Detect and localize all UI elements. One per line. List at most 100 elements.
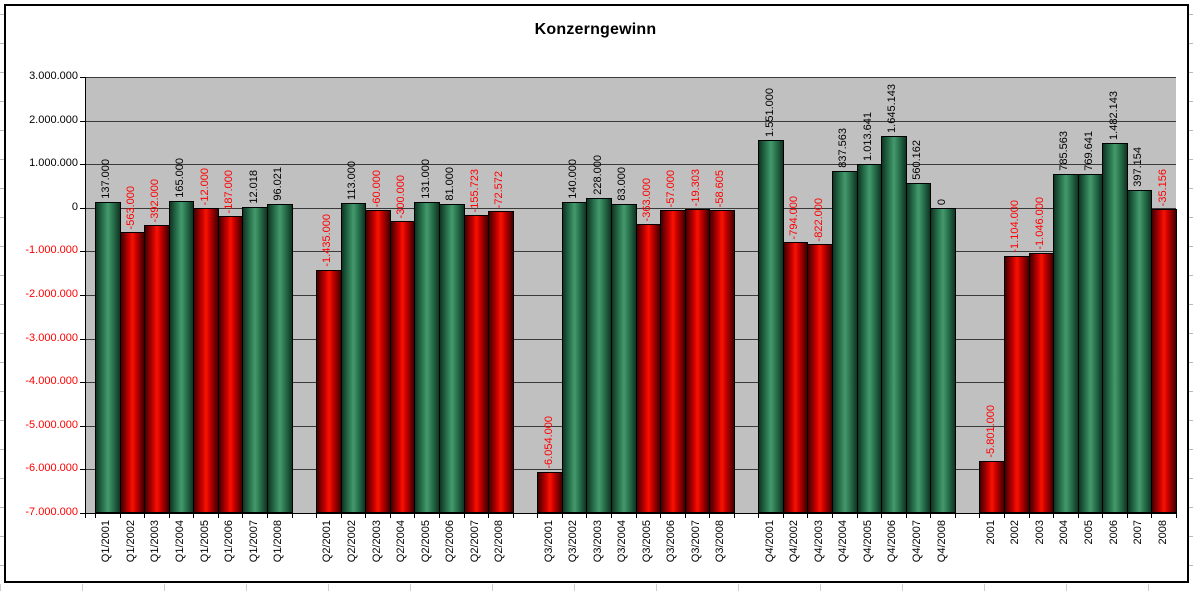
- worksheet-row-line: [1189, 14, 1193, 15]
- bar-Q3/2003[interactable]: [586, 198, 612, 513]
- x-axis-tick: [414, 513, 415, 518]
- bar-Q1/2002[interactable]: [120, 232, 145, 513]
- bar-2008[interactable]: [1151, 209, 1177, 513]
- bar-value-label: -392.000: [149, 178, 161, 222]
- worksheet-row-line: [0, 101, 4, 102]
- bar-Q3/2005[interactable]: [636, 224, 661, 513]
- x-axis-tick: [881, 513, 882, 518]
- bar-Q4/2004[interactable]: [832, 171, 858, 513]
- x-axis-tick: [660, 513, 661, 518]
- bar-Q3/2001[interactable]: [537, 472, 563, 513]
- x-axis-tick: [439, 513, 440, 518]
- y-axis-tick-label: 1.000.000: [29, 157, 78, 170]
- worksheet-row-line: [0, 391, 4, 392]
- bar-value-label: -58.605: [714, 169, 726, 207]
- bar-Q4/2006[interactable]: [881, 136, 907, 513]
- bar-Q4/2003[interactable]: [807, 244, 833, 513]
- bar-value-label: -57.000: [665, 169, 677, 207]
- worksheet-row-line: [1189, 43, 1193, 44]
- bar-value-label: 165.000: [174, 158, 186, 198]
- bar-2004[interactable]: [1053, 174, 1079, 513]
- worksheet-row-line: [1189, 72, 1193, 73]
- bar-Q2/2004[interactable]: [390, 221, 415, 513]
- bar-Q3/2008[interactable]: [709, 210, 735, 513]
- bar-Q4/2002[interactable]: [783, 242, 808, 513]
- gridline: [85, 164, 1176, 166]
- bar-value-label: -1.435.000: [321, 214, 333, 267]
- worksheet-column-line: [0, 584, 1, 591]
- y-axis-tick: [80, 382, 85, 384]
- bar-Q1/2004[interactable]: [169, 201, 194, 513]
- bar-Q2/2002[interactable]: [341, 203, 366, 513]
- bar-Q2/2008[interactable]: [488, 211, 514, 513]
- gridline: [85, 77, 1176, 78]
- bar-value-label: -6.054.000: [543, 416, 555, 469]
- bar-Q3/2007[interactable]: [685, 209, 710, 513]
- worksheet-column-line: [984, 584, 985, 591]
- x-axis-tick: [1127, 513, 1128, 518]
- worksheet-column-line: [164, 584, 165, 591]
- bar-2002[interactable]: [1004, 256, 1030, 513]
- bar-Q4/2008[interactable]: [930, 208, 956, 513]
- bar-Q3/2002[interactable]: [562, 202, 587, 513]
- worksheet-row-line: [1189, 188, 1193, 189]
- x-axis-tick: [1151, 513, 1152, 518]
- y-axis-tick: [80, 77, 85, 78]
- x-axis-tick: [537, 513, 538, 518]
- bar-2006[interactable]: [1102, 143, 1128, 513]
- y-axis-tick-label: -6.000.000: [25, 462, 78, 475]
- bar-value-label: -155.723: [469, 168, 481, 212]
- bar-2001[interactable]: [979, 461, 1005, 513]
- bar-value-label: -794.000: [788, 195, 800, 239]
- worksheet-row-line: [1189, 217, 1193, 218]
- x-axis-tick: [169, 513, 170, 518]
- worksheet-row-line: [1189, 159, 1193, 160]
- x-axis-tick: [930, 513, 931, 518]
- x-axis-tick: [365, 513, 366, 518]
- bar-Q2/2006[interactable]: [439, 204, 465, 513]
- bar-value-label: -363.000: [641, 177, 653, 221]
- x-axis-tick: [734, 513, 735, 518]
- x-axis-category-label: Q3/2007: [690, 520, 702, 563]
- x-axis-tick: [586, 513, 587, 518]
- bar-value-label: 1.482.143: [1108, 91, 1120, 140]
- x-axis-category-label: Q4/2005: [862, 520, 874, 563]
- bar-2005[interactable]: [1078, 174, 1103, 513]
- bar-Q3/2004[interactable]: [611, 204, 637, 513]
- bar-Q2/2007[interactable]: [464, 215, 489, 513]
- bar-Q4/2005[interactable]: [857, 164, 882, 513]
- plot-area[interactable]: [85, 77, 1177, 514]
- y-axis-tick: [80, 338, 85, 340]
- y-axis-tick-label: -3.000.000: [25, 331, 78, 344]
- bar-value-label: 113.000: [346, 161, 358, 200]
- x-axis-category-label: Q2/2001: [321, 520, 333, 563]
- x-axis-tick: [955, 513, 956, 518]
- bar-Q1/2001[interactable]: [95, 202, 121, 513]
- bar-2007[interactable]: [1127, 190, 1152, 513]
- bar-Q1/2003[interactable]: [144, 225, 170, 513]
- x-axis-category-label: Q4/2006: [886, 520, 898, 563]
- x-axis-tick: [832, 513, 833, 518]
- bar-value-label: 228.000: [592, 155, 604, 195]
- y-axis-tick-label: -1.000.000: [25, 244, 78, 257]
- bar-value-label: 560.162: [911, 140, 923, 180]
- bar-Q2/2003[interactable]: [365, 210, 391, 513]
- x-axis-category-label: Q1/2004: [174, 520, 186, 563]
- x-axis-category-label: Q4/2003: [813, 520, 825, 563]
- y-axis-tick-label: -5.000.000: [25, 418, 78, 431]
- bar-Q1/2006[interactable]: [218, 216, 243, 513]
- bar-Q1/2007[interactable]: [242, 207, 268, 513]
- bar-Q1/2005[interactable]: [193, 208, 219, 513]
- bar-Q4/2007[interactable]: [906, 183, 931, 513]
- bar-Q2/2001[interactable]: [316, 270, 342, 513]
- y-axis-tick: [80, 295, 85, 296]
- bar-value-label: 81.000: [444, 167, 456, 201]
- bar-Q4/2001[interactable]: [758, 140, 784, 513]
- x-axis-category-label: Q1/2008: [272, 520, 284, 563]
- bar-Q3/2006[interactable]: [660, 210, 686, 513]
- worksheet-column-line: [246, 584, 247, 591]
- x-axis-category-label: Q2/2006: [444, 520, 456, 563]
- bar-2003[interactable]: [1029, 253, 1054, 513]
- bar-Q2/2005[interactable]: [414, 202, 440, 513]
- bar-Q1/2008[interactable]: [267, 204, 293, 513]
